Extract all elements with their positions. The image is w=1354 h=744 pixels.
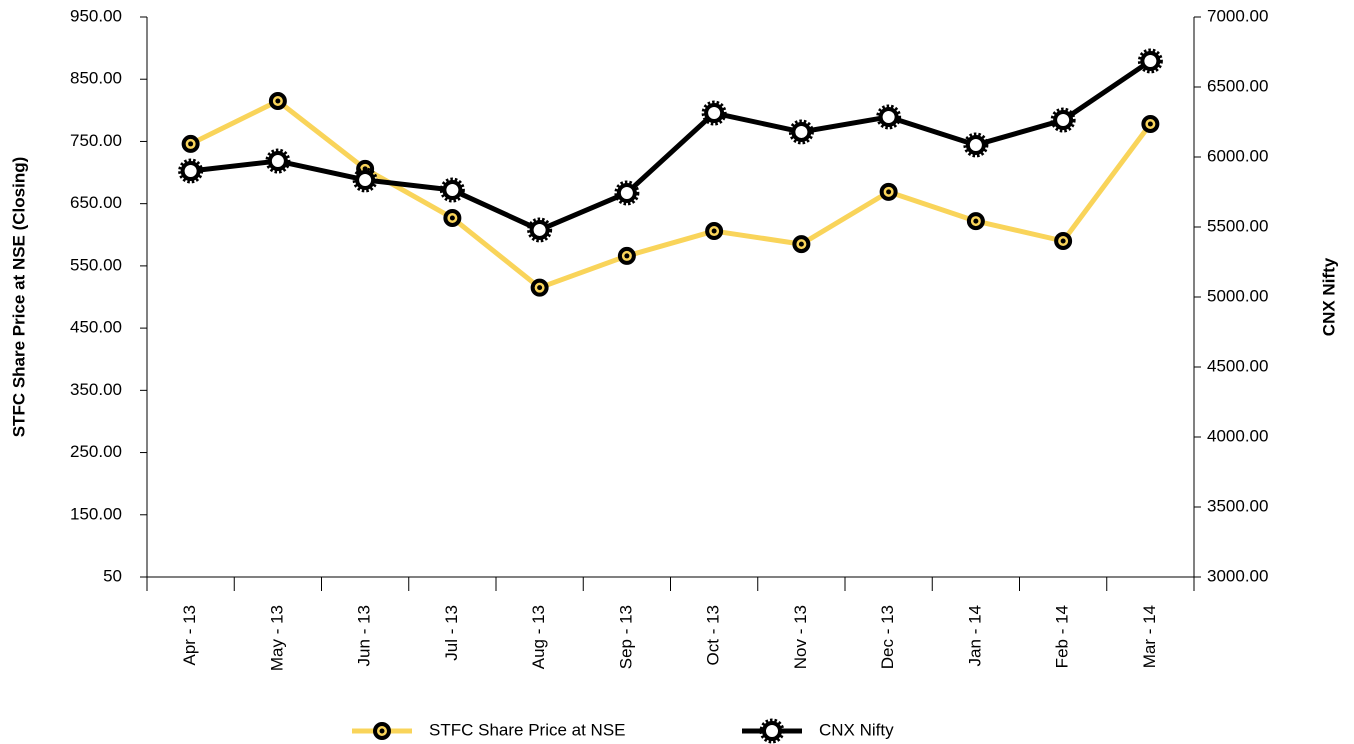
y-tick-label: 950.00 xyxy=(70,6,122,25)
y-tick-label: 450.00 xyxy=(70,318,122,337)
point-center xyxy=(711,228,717,234)
series-line xyxy=(189,98,1153,291)
y-tick-label: 850.00 xyxy=(70,69,122,88)
point-teeth xyxy=(1050,107,1076,133)
point xyxy=(529,219,550,240)
point xyxy=(442,180,463,201)
y-tick-label: 250.00 xyxy=(70,442,122,461)
legend-marker-center xyxy=(379,728,385,734)
y2-tick-label: 6500.00 xyxy=(1207,76,1268,95)
y-tick-label: 750.00 xyxy=(70,131,122,150)
y2-tick-label: 3000.00 xyxy=(1207,566,1268,585)
legend-marker xyxy=(762,721,782,741)
y-tick-label: 50 xyxy=(103,566,122,585)
x-tick-label: Jul - 13 xyxy=(442,605,461,661)
point xyxy=(878,106,899,127)
legend-label: CNX Nifty xyxy=(819,720,894,739)
point-center xyxy=(798,241,804,247)
point xyxy=(704,103,725,124)
point xyxy=(180,161,201,181)
y2-tick-label: 3500.00 xyxy=(1207,496,1268,515)
point-center xyxy=(188,141,194,147)
point-teeth xyxy=(876,104,902,130)
y2-axis-title: CNX Nifty xyxy=(1319,257,1338,336)
point xyxy=(1140,50,1161,71)
y-tick-label: 650.00 xyxy=(70,193,122,212)
point-teeth xyxy=(1137,48,1163,74)
point-teeth xyxy=(439,177,465,203)
x-tick-label: Aug - 13 xyxy=(529,605,548,669)
point-center xyxy=(973,218,979,224)
point-teeth xyxy=(352,167,378,193)
point-center xyxy=(449,215,455,221)
legend-label: STFC Share Price at NSE xyxy=(429,720,626,739)
x-tick-label: Nov - 13 xyxy=(791,605,810,669)
point-teeth xyxy=(265,148,291,174)
x-tick-label: Apr - 13 xyxy=(180,605,199,665)
point-center xyxy=(886,189,892,195)
y-tick-label: 550.00 xyxy=(70,255,122,274)
point-teeth xyxy=(963,132,989,158)
series-line xyxy=(190,58,1152,233)
point-teeth xyxy=(527,217,553,243)
y2-tick-label: 7000.00 xyxy=(1207,6,1268,25)
x-tick-label: Jun - 13 xyxy=(355,605,374,666)
point-teeth xyxy=(701,100,727,126)
y2-tick-label: 4500.00 xyxy=(1207,356,1268,375)
x-tick-label: May - 13 xyxy=(267,605,286,671)
x-tick-label: Dec - 13 xyxy=(878,605,897,669)
legend-marker-teeth xyxy=(759,718,785,744)
y-tick-label: 350.00 xyxy=(70,380,122,399)
point xyxy=(1053,110,1074,131)
point-teeth xyxy=(614,180,640,206)
x-tick-label: Sep - 13 xyxy=(616,605,635,669)
x-tick-label: Feb - 14 xyxy=(1053,605,1072,668)
y2-tick-label: 5500.00 xyxy=(1207,216,1268,235)
point xyxy=(616,182,637,203)
y-axis-title: STFC Share Price at NSE (Closing) xyxy=(9,157,28,438)
point xyxy=(267,151,288,172)
point xyxy=(965,134,986,155)
point-center xyxy=(1147,121,1153,127)
y2-tick-label: 6000.00 xyxy=(1207,146,1268,165)
point-center xyxy=(1060,238,1066,244)
point-center xyxy=(624,253,630,259)
y2-tick-label: 5000.00 xyxy=(1207,286,1268,305)
point-teeth xyxy=(178,158,204,184)
point xyxy=(791,121,812,142)
point xyxy=(355,169,376,190)
x-tick-label: Jan - 14 xyxy=(965,605,984,666)
x-tick-label: Oct - 13 xyxy=(704,605,723,665)
point-teeth xyxy=(788,119,814,145)
x-tick-label: Mar - 14 xyxy=(1140,605,1159,668)
y2-tick-label: 4000.00 xyxy=(1207,426,1268,445)
point-center xyxy=(275,98,281,104)
y-tick-label: 150.00 xyxy=(70,504,122,523)
point-center xyxy=(537,285,543,291)
